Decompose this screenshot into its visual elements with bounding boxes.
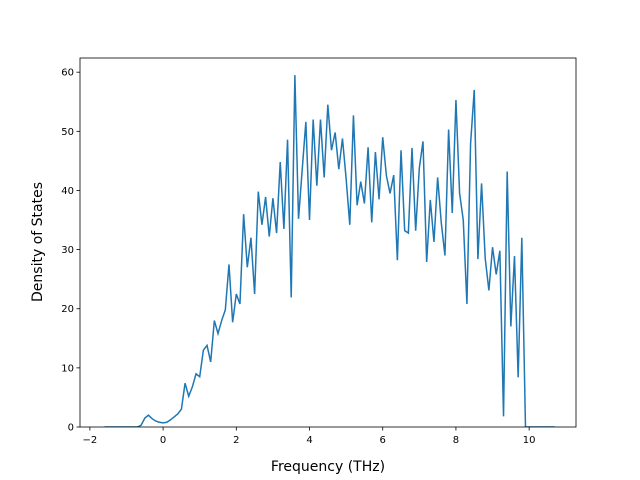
x-tick-label: 6 bbox=[380, 435, 386, 446]
y-tick-label: 0 bbox=[68, 423, 74, 434]
data-line bbox=[104, 75, 555, 427]
y-tick-label: 20 bbox=[61, 304, 74, 315]
plot-frame bbox=[79, 57, 577, 428]
y-tick-label: 40 bbox=[61, 186, 74, 197]
y-axis-label: Density of States bbox=[30, 182, 46, 302]
x-tick-label: 2 bbox=[233, 435, 239, 446]
y-tick-label: 50 bbox=[61, 127, 74, 138]
y-tick-label: 30 bbox=[61, 245, 74, 256]
y-tick-label: 10 bbox=[61, 363, 74, 374]
y-tick-label: 60 bbox=[61, 68, 74, 79]
x-tick-label: 10 bbox=[523, 435, 536, 446]
x-tick-label: 8 bbox=[453, 435, 459, 446]
x-tick-label: 4 bbox=[306, 435, 312, 446]
x-axis-label: Frequency (THz) bbox=[271, 459, 385, 475]
x-tick-label: 0 bbox=[160, 435, 166, 446]
x-tick-label: −2 bbox=[83, 435, 98, 446]
